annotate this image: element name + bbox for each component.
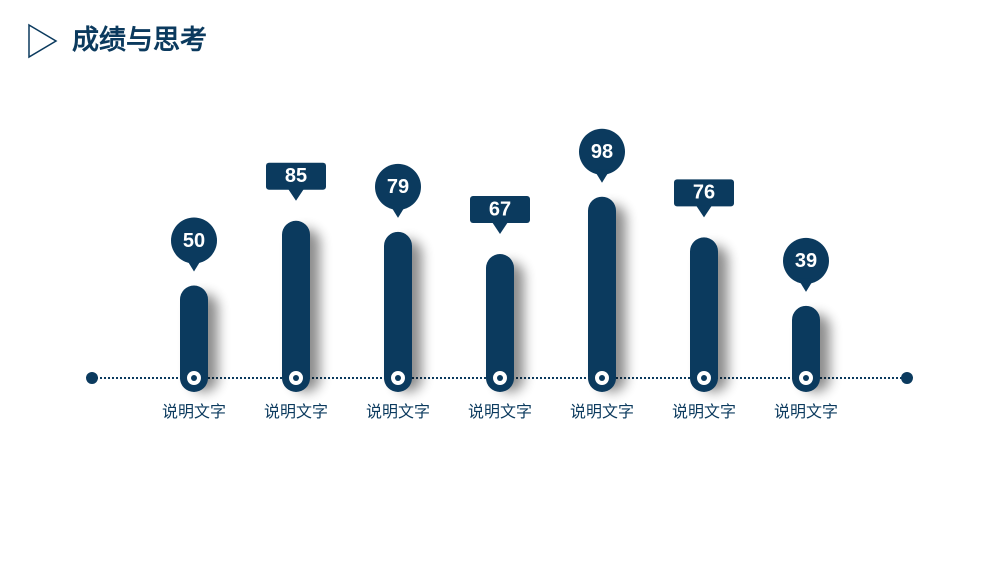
baseline-end — [901, 372, 913, 384]
x-tick-label: 说明文字 — [774, 403, 838, 421]
bar-dot-core — [293, 375, 299, 381]
bar-dot-core — [497, 375, 503, 381]
value-label: 50 — [183, 230, 205, 252]
chart-title: 成绩与思考 — [72, 25, 207, 55]
value-pin — [783, 237, 829, 284]
bar-dot-core — [803, 375, 809, 381]
x-tick-label: 说明文字 — [162, 403, 226, 421]
title-icon — [28, 23, 58, 59]
bar-dot-core — [395, 375, 401, 381]
value-label: 85 — [285, 165, 307, 187]
value-pin-tip — [594, 169, 610, 183]
value-callout-tip — [696, 205, 712, 218]
value-pin-tip — [798, 278, 814, 292]
bar — [384, 231, 412, 392]
value-label: 98 — [591, 141, 613, 163]
x-tick-label: 说明文字 — [366, 403, 430, 421]
value-pin — [171, 217, 217, 264]
bar — [690, 237, 718, 392]
baseline-end — [86, 372, 98, 384]
bar-dot-core — [599, 375, 605, 381]
bar-dot-core — [701, 375, 707, 381]
x-tick-label: 说明文字 — [672, 403, 736, 421]
x-tick-label: 说明文字 — [570, 403, 634, 421]
value-callout-tip — [288, 188, 304, 201]
value-pin-tip — [390, 204, 406, 218]
value-callout-tip — [492, 222, 508, 235]
value-label: 79 — [387, 176, 409, 198]
value-label: 39 — [795, 250, 817, 272]
value-callout — [470, 196, 530, 224]
bar — [792, 305, 820, 392]
x-tick-label: 说明文字 — [264, 403, 328, 421]
value-pin — [375, 163, 421, 210]
value-callout — [674, 179, 734, 207]
value-callout — [266, 162, 326, 190]
bar — [588, 196, 616, 392]
bar — [180, 285, 208, 392]
value-label: 76 — [693, 182, 715, 204]
x-tick-label: 说明文字 — [468, 403, 532, 421]
value-label: 67 — [489, 198, 511, 220]
bar-dot-core — [191, 375, 197, 381]
value-pin-tip — [186, 258, 202, 272]
bar — [486, 254, 514, 392]
bar — [282, 220, 310, 392]
value-pin — [579, 128, 625, 175]
